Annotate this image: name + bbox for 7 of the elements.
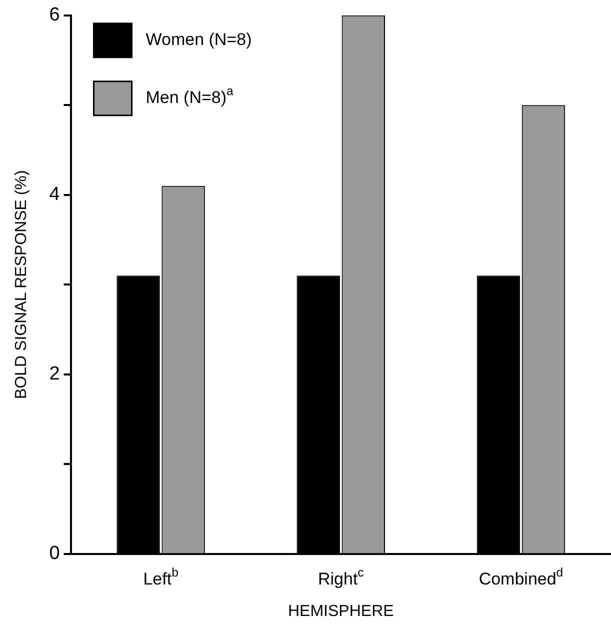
y-tick-label: 6 <box>49 4 60 26</box>
y-tick-label: 0 <box>49 543 60 564</box>
y-axis-title: BOLD SIGNAL RESPONSE (%) <box>13 170 30 399</box>
y-tick-label: 2 <box>49 364 60 385</box>
y-tick-label: 4 <box>49 184 60 206</box>
legend-label: Women (N=8) <box>146 30 252 50</box>
x-axis-title: HEMISPHERE <box>288 602 394 620</box>
